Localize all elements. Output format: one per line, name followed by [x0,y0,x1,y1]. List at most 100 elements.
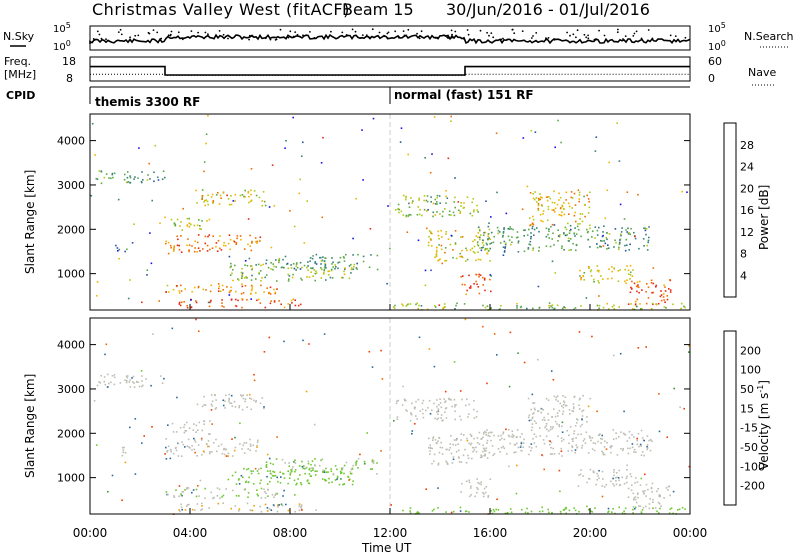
range-gate-cell [438,437,441,439]
range-gate-cell [584,203,586,206]
range-gate-cell [439,398,441,400]
range-gate-cell [585,431,588,434]
range-gate-cell [419,410,422,412]
range-gate-cell [235,290,237,293]
range-gate-cell [607,244,609,246]
range-gate-cell [598,304,601,307]
range-gate-cell [288,465,291,467]
range-gate-cell [531,225,534,228]
range-gate-cell [601,240,603,242]
range-gate-cell [357,457,360,460]
range-gate-cell [201,189,204,191]
range-gate-cell [281,266,284,268]
range-gate-cell [250,298,252,300]
range-gate-cell [489,243,491,245]
range-gate-cell [581,220,584,223]
range-gate-cell [473,446,475,449]
range-gate-cell [578,404,580,407]
range-gate-cell [350,268,353,271]
range-gate-cell [489,431,492,434]
range-gate-cell [280,476,282,478]
range-gate-cell [165,458,168,460]
range-gate-cell [623,510,625,512]
range-gate-cell [194,441,197,443]
range-gate-cell [276,288,278,290]
range-gate-cell [300,504,303,506]
range-gate-cell [260,487,263,490]
range-gate-cell [551,304,554,306]
range-gate-cell [422,416,425,419]
range-gate-cell [644,227,647,230]
range-gate-cell [541,419,544,421]
range-gate-cell [579,269,581,272]
range-gate-cell [168,291,170,293]
range-gate-cell [659,507,661,510]
range-gate-cell [636,298,639,301]
range-gate-cell [406,410,408,412]
range-gate-cell [251,509,254,512]
range-gate-cell [200,437,203,440]
range-gate-cell [267,266,270,269]
range-gate-cell [181,494,183,497]
range-gate-cell [553,202,556,204]
range-gate-cell [269,302,272,305]
range-gate-cell [493,235,495,238]
range-gate-cell [177,238,179,241]
range-gate-cell [427,241,430,244]
range-gate-cell [226,286,228,288]
range-gate-cell [532,215,534,218]
range-gate-cell [507,428,510,431]
range-gate-cell [260,264,262,267]
range-gate-cell [550,446,552,449]
range-gate-cell [314,272,317,275]
range-gate-cell [183,301,185,303]
range-gate-cell [381,378,384,380]
range-gate-cell [571,446,574,448]
range-gate-cell [553,408,555,410]
range-gate-cell [441,236,443,238]
range-gate-cell [491,431,493,434]
range-gate-cell [103,176,106,179]
range-gate-cell [244,398,247,400]
range-gate-cell [161,382,164,384]
range-gate-cell [300,506,302,508]
range-gate-cell [481,437,483,440]
range-gate-cell [587,212,590,214]
range-gate-cell [533,442,536,444]
range-gate-cell [312,467,314,470]
range-gate-cell [249,397,251,400]
range-gate-cell [499,242,502,244]
range-gate-cell [324,264,327,266]
range-gate-cell [459,510,462,512]
range-gate-cell [167,241,170,244]
range-gate-cell [343,464,346,467]
range-gate-cell [253,399,255,402]
noise-dot [492,36,495,39]
range-gate-cell [308,473,311,475]
range-gate-cell [305,467,308,469]
range-gate-cell [234,406,237,408]
range-gate-cell [570,249,572,251]
range-gate-cell [427,407,429,409]
range-gate-cell [477,258,480,261]
range-gate-cell [145,378,147,380]
range-gate-cell [129,386,132,388]
range-gate-cell [146,179,149,181]
range-gate-cell [219,194,222,197]
range-gate-cell [474,495,476,498]
range-gate-cell [595,483,597,486]
range-gate-cell [294,469,297,471]
range-gate-cell [151,426,153,428]
range-gate-cell [454,308,456,310]
range-gate-cell [565,404,567,407]
range-gate-cell [535,445,538,448]
range-gate-cell [591,230,594,232]
range-gate-cell [553,190,555,193]
range-gate-cell [552,232,554,235]
range-gate-cell [479,238,481,241]
range-gate-cell [664,301,666,303]
range-gate-cell [571,445,573,447]
range-gate-cell [561,211,563,213]
range-gate-cell [626,244,628,246]
